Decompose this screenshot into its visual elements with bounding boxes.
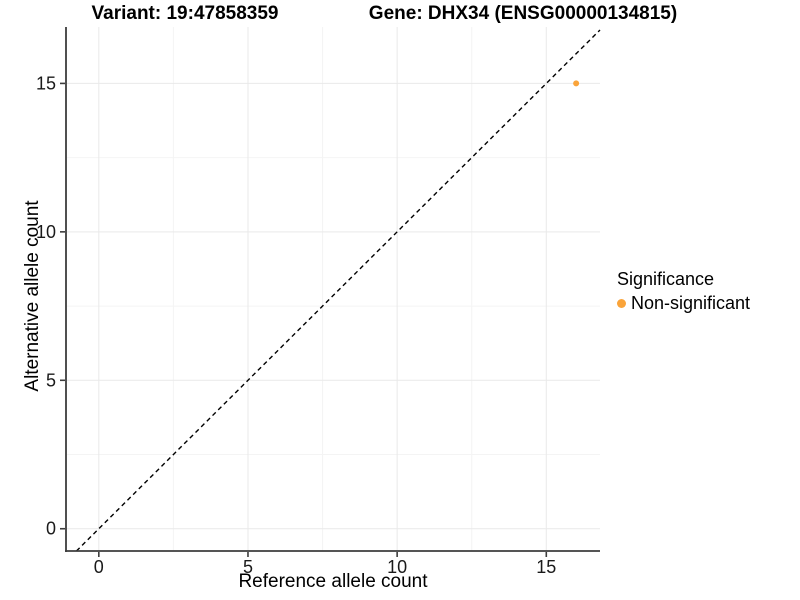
plot-title-variant: Variant: 19:47858359 <box>91 3 279 24</box>
y-tick-label: 15 <box>36 73 56 93</box>
identity-dashed-line <box>75 29 601 552</box>
y-tick-label: 0 <box>46 519 56 539</box>
x-tick-label: 15 <box>536 557 556 577</box>
plot-title-gene: Gene: DHX34 (ENSG00000134815) <box>368 3 678 24</box>
x-tick-label: 0 <box>94 557 104 577</box>
y-tick-label: 5 <box>46 370 56 390</box>
y-axis-title: Alternative allele count <box>22 200 43 392</box>
x-tick-label: 5 <box>243 557 253 577</box>
x-axis-title: Reference allele count <box>238 571 428 592</box>
legend-entry: Non-significant <box>617 293 750 314</box>
x-tick-label: 10 <box>387 557 407 577</box>
legend-point-icon <box>617 299 626 308</box>
legend-title: Significance <box>617 269 715 289</box>
legend: Significance Non-significant <box>617 269 750 314</box>
legend-entry-label: Non-significant <box>631 293 751 313</box>
y-tick-label: 10 <box>36 222 56 242</box>
data-point <box>573 80 580 87</box>
